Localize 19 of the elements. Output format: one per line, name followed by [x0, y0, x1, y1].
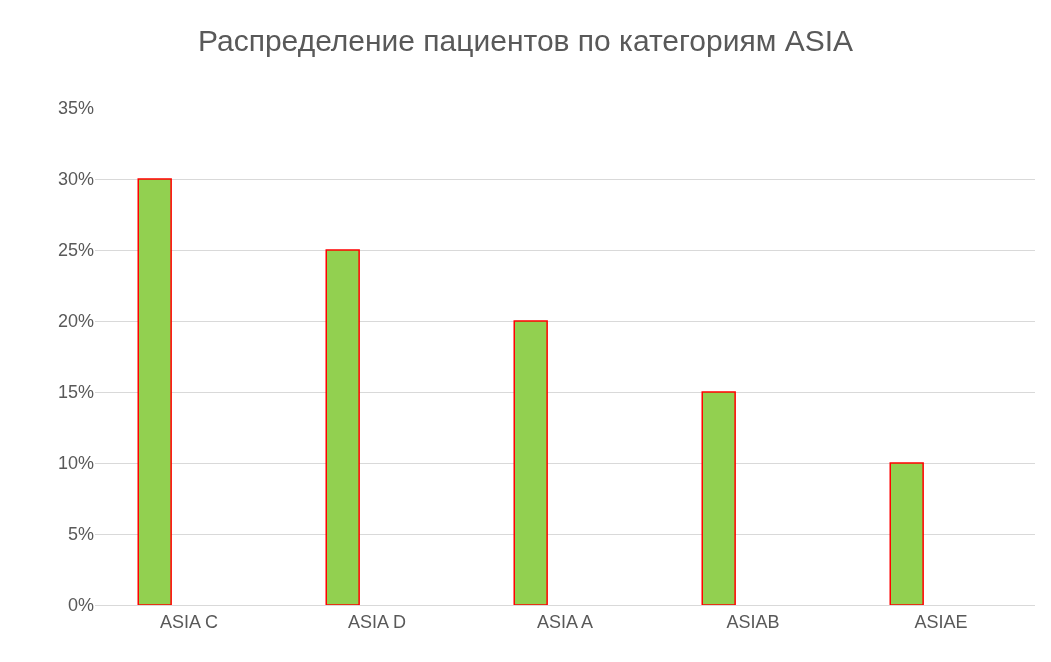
bar: [137, 178, 172, 605]
bar: [513, 320, 548, 605]
y-tick-label: 10%: [57, 453, 94, 474]
bar: [701, 391, 736, 605]
y-tick-label: 20%: [57, 311, 94, 332]
y-tick-label: 0%: [67, 595, 94, 616]
x-tick-label: ASIA C: [159, 611, 219, 632]
x-tick-label: ASIAE: [914, 611, 968, 632]
bar: [889, 462, 924, 605]
bar: [325, 249, 360, 605]
y-tick-label: 15%: [57, 382, 94, 403]
y-tick-label: 30%: [57, 169, 94, 190]
x-tick-label: ASIAB: [726, 611, 780, 632]
y-tick-label: 35%: [57, 98, 94, 119]
y-tick-label: 5%: [67, 524, 94, 545]
x-tick-label: ASIA D: [347, 611, 407, 632]
y-tick-label: 25%: [57, 240, 94, 261]
chart-title: Распределение пациентов по категориям ASIA: [197, 23, 854, 57]
x-tick-label: ASIA A: [536, 611, 594, 632]
